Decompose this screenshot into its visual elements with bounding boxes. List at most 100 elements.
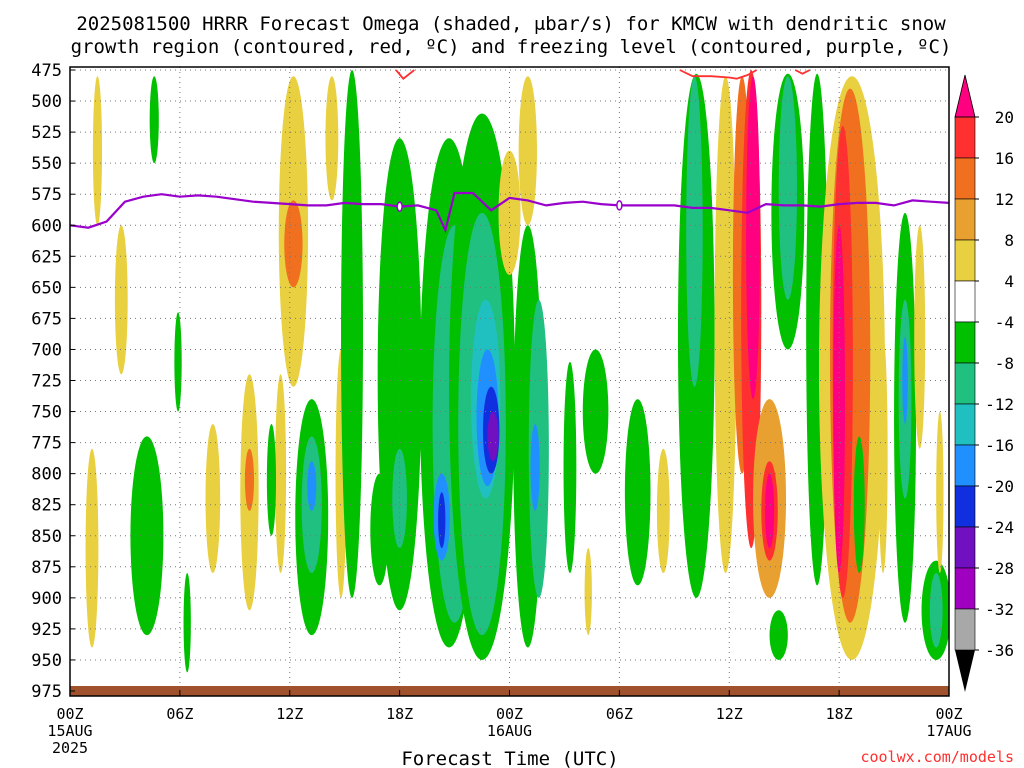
x-tick-date-label: 15AUG	[47, 722, 92, 740]
y-tick-label: 950	[31, 651, 62, 671]
colorbar-segment	[954, 485, 976, 528]
omega-cell	[624, 399, 651, 586]
omega-cell	[487, 411, 499, 462]
colorbar-label: -28	[985, 559, 1014, 578]
colorbar-segment	[954, 239, 976, 282]
omega-cell	[929, 573, 943, 648]
dendritic-growth-contour	[794, 69, 811, 75]
y-tick-label: 900	[31, 589, 62, 609]
credit-text: coolwx.com/models	[860, 748, 1014, 766]
colorbar-label: -20	[985, 477, 1014, 496]
omega-cell	[392, 448, 407, 549]
colorbar-segment	[954, 157, 976, 200]
omega-cell	[325, 76, 339, 201]
omega-cell	[656, 448, 670, 574]
omega-cell	[778, 76, 798, 300]
y-tick-label: 650	[31, 278, 62, 298]
y-tick-label: 925	[31, 620, 62, 640]
omega-cell	[769, 610, 788, 660]
y-tick-label: 625	[31, 247, 62, 267]
chart-title-line1: 2025081500 HRRR Forecast Omega (shaded, …	[76, 13, 946, 35]
omega-cell	[341, 70, 364, 598]
omega-cell	[149, 76, 159, 164]
x-tick-label: 18Z	[826, 705, 853, 723]
omega-cell	[914, 225, 926, 449]
x-tick-label: 06Z	[606, 705, 633, 723]
y-tick-label: 575	[31, 185, 62, 205]
x-tick-label: 00Z	[56, 705, 83, 723]
x-tick-date-label: 16AUG	[487, 722, 532, 740]
contour-lines	[70, 69, 949, 234]
omega-cell	[205, 423, 221, 574]
colorbar-label: -36	[985, 641, 1014, 660]
y-tick-label: 825	[31, 496, 62, 516]
omega-cell	[183, 573, 191, 673]
colorbar-label: -4	[995, 313, 1014, 332]
y-tick-label: 550	[31, 154, 62, 174]
omega-cell	[833, 225, 845, 574]
dendritic-growth-contour	[679, 69, 758, 80]
omega-cell	[746, 76, 761, 400]
y-tick-label: 600	[31, 216, 62, 236]
colorbar-min-triangle	[955, 650, 975, 692]
y-tick-label: 700	[31, 340, 62, 360]
omega-cell	[878, 337, 888, 574]
omega-cell	[174, 312, 182, 412]
omega-cell	[686, 76, 703, 387]
colorbar-segment	[954, 567, 976, 610]
colorbar-segment	[954, 403, 976, 446]
colorbar-label: 20	[995, 108, 1014, 127]
colorbar-segment	[954, 116, 976, 159]
omega-cell	[85, 448, 99, 648]
y-tick-label: 775	[31, 434, 62, 454]
y-tick-label: 525	[31, 123, 62, 143]
freezing-level-label-marker	[616, 200, 623, 211]
colorbar-max-triangle	[955, 75, 975, 117]
y-tick-label: 975	[31, 682, 62, 702]
colorbar-segment	[954, 321, 976, 364]
x-tick-label: 12Z	[276, 705, 303, 723]
omega-cell	[114, 225, 128, 375]
x-tick-year-label: 2025	[52, 739, 88, 757]
omega-cell	[853, 436, 865, 574]
omega-cell	[244, 448, 255, 511]
omega-cell	[584, 548, 592, 636]
x-tick-label: 00Z	[935, 705, 962, 723]
x-tick-label: 06Z	[166, 705, 193, 723]
omega-cell	[284, 200, 303, 288]
colorbar-label: 12	[995, 190, 1014, 209]
dendritic-growth-contour	[395, 69, 415, 80]
y-axis: 475 500 525 550 575 600 625 650 675 700 725 750 775 8…	[31, 61, 75, 702]
omega-shading	[85, 69, 949, 673]
colorbar-label: 4	[1004, 272, 1014, 291]
omega-cell	[936, 411, 944, 574]
freezing-level-line	[70, 191, 949, 234]
omega-cell	[518, 76, 537, 226]
omega-cell	[530, 423, 540, 511]
y-tick-label: 475	[31, 61, 62, 81]
x-tick-label: 00Z	[496, 705, 523, 723]
omega-cell	[92, 76, 103, 226]
colorbar-segment	[954, 444, 976, 487]
x-tick-label: 12Z	[716, 705, 743, 723]
colorbar-label: -16	[985, 436, 1014, 455]
colorbar-segment	[954, 608, 976, 651]
omega-cell	[307, 461, 317, 511]
y-tick-label: 875	[31, 558, 62, 578]
y-tick-label: 800	[31, 465, 62, 485]
freezing-level-label-marker	[396, 201, 403, 212]
y-tick-label: 500	[31, 92, 62, 112]
colorbar-label: 8	[1004, 231, 1014, 250]
x-tick-date-label: 17AUG	[926, 722, 971, 740]
x-axis-label: Forecast Time (UTC)	[401, 748, 618, 768]
colorbar-segment	[954, 280, 976, 323]
omega-cell	[266, 423, 277, 536]
x-tick-label: 18Z	[386, 705, 413, 723]
omega-cell	[563, 361, 577, 574]
colorbar-label: -32	[985, 600, 1014, 619]
colorbar-label: -24	[985, 518, 1014, 537]
y-tick-label: 725	[31, 372, 62, 392]
colorbar-label: 16	[995, 149, 1014, 168]
